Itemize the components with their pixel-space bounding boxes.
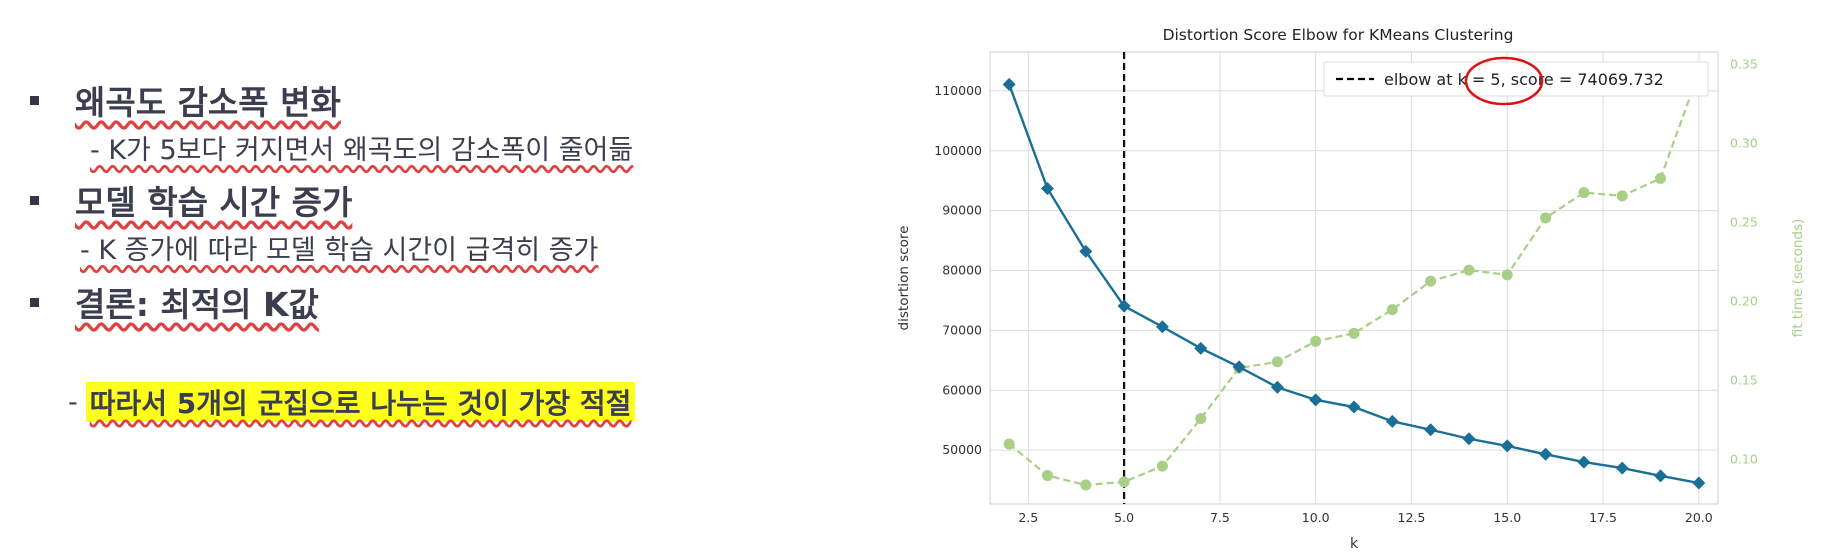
distortion-point: [1347, 400, 1361, 414]
fit-time-point: [1041, 470, 1053, 482]
distortion-point: [1155, 320, 1169, 334]
square-bullet-icon: [30, 297, 39, 307]
y2-axis-ticks: 0.10 0.15 0.20 0.25 0.30 0.35: [1730, 57, 1758, 467]
y-axis-ticks: 50000 60000 70000 80000 90000 100000 110000: [934, 83, 982, 457]
bullet-title: 결론: 최적의 K값: [75, 285, 319, 324]
fit-time-point: [1156, 460, 1168, 472]
y-tick-label: 70000: [942, 322, 982, 337]
x-axis-ticks: 2.5 5.0 7.5 10.0 12.5 15.0 17.5 20.0: [1018, 510, 1712, 525]
slide-text-panel: 왜곡도 감소폭 변화 - K가 5보다 커지면서 왜곡도의 감소폭이 줄어듦 모…: [0, 0, 880, 559]
conclusion-line: - 따라서 5개의 군집으로 나누는 것이 가장 적절: [68, 382, 636, 422]
plot-area: [989, 51, 1719, 505]
elbow-chart: Distortion Score Elbow for KMeans Cluste…: [896, 26, 1806, 552]
square-bullet-icon: [30, 95, 39, 105]
distortion-point: [1385, 414, 1399, 428]
x-tick-label: 5.0: [1114, 510, 1134, 525]
x-tick-label: 17.5: [1589, 510, 1617, 525]
fit-time-point: [1003, 438, 1015, 450]
distortion-point: [1539, 447, 1553, 461]
distortion-point: [1615, 461, 1629, 475]
distortion-point: [1194, 341, 1208, 355]
y2-tick-label: 0.15: [1730, 373, 1758, 388]
y-axis-label: distortion score: [896, 226, 912, 331]
distortion-point: [1692, 476, 1706, 490]
distortion-point: [1232, 360, 1246, 374]
legend: elbow at k = 5, score = 74069.732: [1323, 61, 1709, 97]
y-tick-label: 90000: [942, 203, 982, 218]
fit-time-point: [1195, 413, 1207, 425]
x-tick-label: 2.5: [1018, 510, 1038, 525]
fit-time-point: [1118, 476, 1130, 488]
y-tick-label: 50000: [942, 442, 982, 457]
distortion-point: [1424, 423, 1438, 437]
bullet-item-1: 왜곡도 감소폭 변화: [30, 76, 341, 124]
fit-time-point: [1463, 264, 1475, 276]
bullet-item-3: 결론: 최적의 K값: [30, 278, 319, 326]
distortion-point: [1117, 299, 1131, 313]
distortion-point: [1002, 77, 1016, 91]
y2-axis-label: fit time (seconds): [1790, 219, 1806, 338]
fit-time-point: [1655, 172, 1667, 184]
distortion-point: [1500, 439, 1514, 453]
distortion-point: [1462, 432, 1476, 446]
fit-time-point: [1386, 304, 1398, 316]
fit-time-point: [1080, 479, 1092, 491]
y2-tick-label: 0.10: [1730, 452, 1758, 467]
fit-time-point: [1310, 335, 1322, 347]
y2-tick-label: 0.25: [1730, 215, 1758, 230]
red-circle-annotation: [1464, 56, 1544, 106]
fit-time-point: [1425, 275, 1437, 287]
distortion-point: [1040, 181, 1054, 195]
bullet-detail: - K가 5보다 커지면서 왜곡도의 감소폭이 줄어듦: [90, 135, 634, 166]
bullet-title: 왜곡도 감소폭 변화: [75, 83, 341, 122]
fit-time-point: [1616, 190, 1628, 202]
dash-prefix: -: [68, 386, 78, 418]
distortion-point: [1270, 380, 1284, 394]
square-bullet-icon: [30, 195, 39, 205]
y-tick-label: 80000: [942, 263, 982, 278]
distortion-point: [1309, 393, 1323, 407]
distortion-series: [1002, 77, 1706, 490]
distortion-point: [1577, 455, 1591, 469]
chart-title: Distortion Score Elbow for KMeans Cluste…: [1163, 26, 1514, 44]
distortion-point: [1079, 244, 1093, 258]
highlighted-conclusion: 따라서 5개의 군집으로 나누는 것이 가장 적절: [85, 382, 636, 422]
x-tick-label: 7.5: [1210, 510, 1230, 525]
x-tick-label: 10.0: [1302, 510, 1330, 525]
x-tick-label: 20.0: [1685, 510, 1713, 525]
fit-time-point: [1501, 269, 1513, 281]
y2-tick-label: 0.30: [1730, 136, 1758, 151]
fit-time-point: [1348, 327, 1360, 339]
legend-label: elbow at k = 5, score = 74069.732: [1384, 70, 1664, 89]
distortion-point: [1654, 469, 1668, 483]
fit-time-point: [1271, 356, 1283, 368]
legend-box: [1323, 61, 1709, 97]
fit-time-point: [1578, 187, 1590, 199]
y2-tick-label: 0.35: [1730, 57, 1758, 72]
y-tick-label: 110000: [934, 83, 982, 98]
y2-tick-label: 0.20: [1730, 294, 1758, 309]
bullet-item-2: 모델 학습 시간 증가: [30, 176, 352, 224]
bullet-title: 모델 학습 시간 증가: [75, 183, 353, 222]
fit-time-point: [1540, 212, 1552, 224]
y-tick-label: 100000: [934, 143, 982, 158]
x-axis-label: k: [1350, 536, 1359, 552]
y-tick-label: 60000: [942, 382, 982, 397]
x-tick-label: 15.0: [1493, 510, 1521, 525]
bullet-detail: - K 증가에 따라 모델 학습 시간이 급격히 증가: [80, 235, 599, 266]
x-tick-label: 12.5: [1398, 510, 1426, 525]
